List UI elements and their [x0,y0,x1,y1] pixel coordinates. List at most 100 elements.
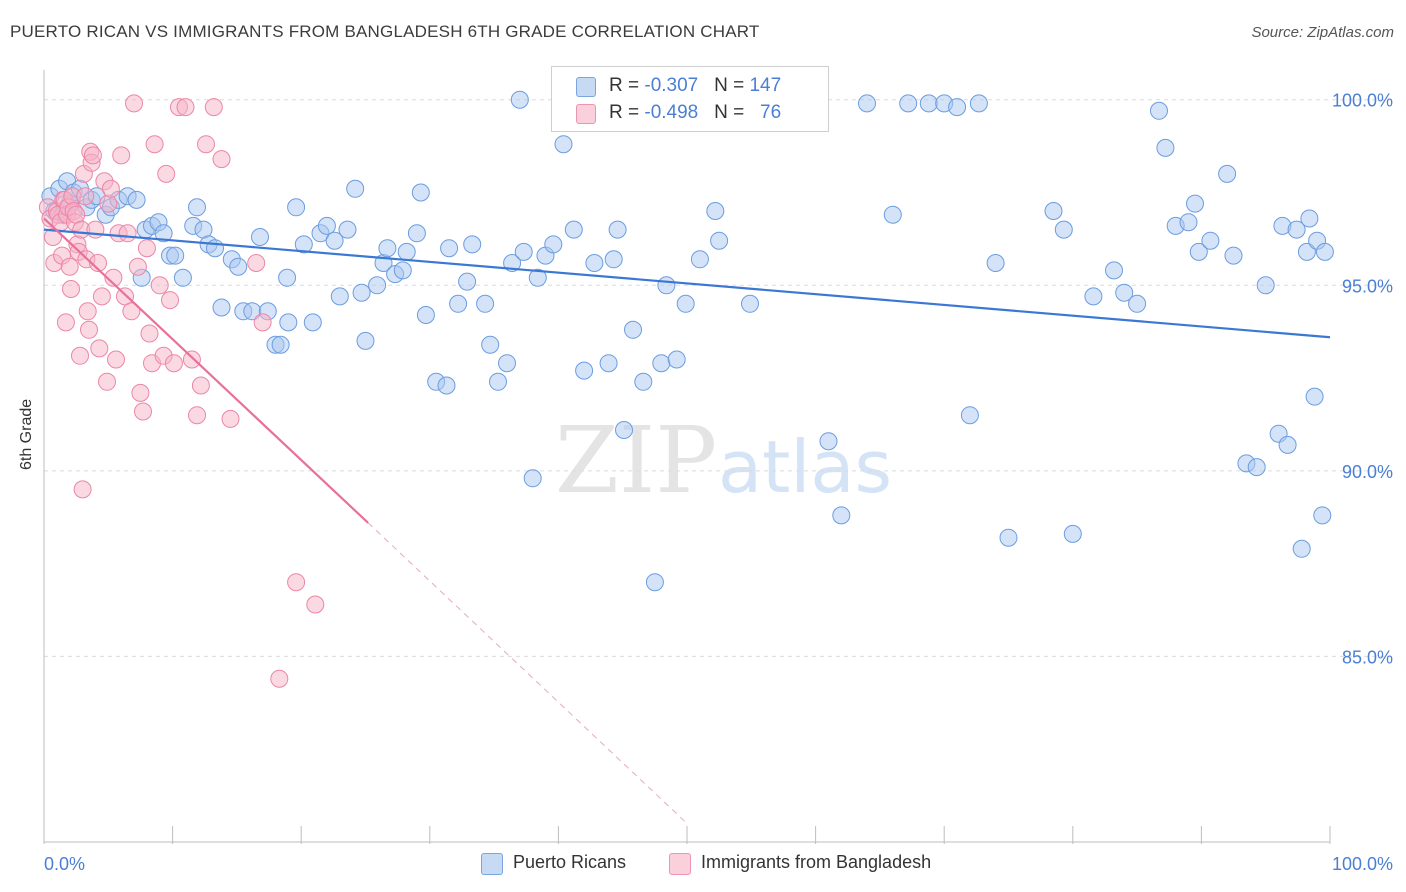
data-point [317,216,336,235]
data-point [176,98,195,117]
data-point [1305,387,1324,406]
data-point [819,432,838,451]
data-point [71,346,89,365]
y-tick-label: 100.0% [1332,91,1393,111]
data-point [287,198,306,217]
n-value: 147 [749,75,782,96]
data-point [118,224,137,243]
x-tick-label: 0.0% [44,854,85,874]
legend-swatch-blue [576,77,596,97]
bottom-legend-puerto-ricans: Puerto Ricans [481,850,651,878]
data-point [1218,164,1237,183]
data-point [325,231,344,250]
data-point [90,339,109,358]
data-point [212,150,231,169]
r-value: -0.498 [644,102,699,123]
data-point [1256,276,1275,295]
bottom-legend-label: Puerto Ricans [513,852,627,872]
data-point [1189,242,1208,261]
data-point [346,179,365,198]
data-point [411,183,430,202]
data-point [294,235,313,254]
data-point [1054,220,1073,239]
data-point [352,283,371,302]
data-point [645,573,664,592]
data-point [221,409,240,428]
data-point [652,354,671,373]
data-point [657,276,676,295]
bottom-legend-swatch-blue [481,853,503,875]
legend-text: R = -0.498 N = 76 [609,102,781,124]
data-point [397,242,416,261]
data-point [523,469,542,488]
data-point [986,254,1005,272]
source-note: Source: ZipAtlas.com [1251,24,1394,41]
data-point [78,302,97,321]
data-point [1292,539,1311,558]
data-point [251,228,269,246]
data-point [89,254,107,272]
data-point [1287,220,1306,239]
stats-legend: R = -0.307 N = 147 R = -0.498 N = 76 [551,66,829,132]
data-point [1105,261,1123,280]
legend-row-puerto-ricans: R = -0.307 N = 147 [552,74,826,100]
data-point [706,202,725,220]
data-point [437,376,456,395]
data-point [182,350,201,369]
data-point [330,287,349,306]
y-tick-label: 85.0% [1342,647,1393,667]
legend-swatch-pink [576,104,596,124]
data-point [188,406,206,425]
data-point [1156,138,1175,157]
data-point [393,261,412,280]
r-label: R = [609,102,645,123]
data-point [44,228,62,246]
data-point [76,187,95,206]
data-point [164,354,183,373]
data-point [122,302,141,321]
data-point [131,383,150,402]
watermark-zip: ZIP [555,407,717,514]
data-point [1186,194,1204,213]
data-point [440,239,459,258]
data-point [197,135,215,154]
y-tick-label: 90.0% [1342,462,1393,482]
data-point [154,224,173,243]
data-point [157,164,176,183]
data-point [1300,209,1319,228]
data-point [690,250,709,269]
data-point [514,242,533,261]
data-point [247,254,266,272]
data-point [279,313,298,332]
watermark-atlas: atlas [718,425,892,509]
data-point [458,272,477,291]
data-point [356,331,375,350]
data-point [528,268,547,287]
data-point [919,94,938,113]
data-point [62,280,80,298]
n-label: N = [714,75,750,96]
data-point [1297,242,1316,261]
data-point [83,146,102,165]
legend-row-bangladesh: R = -0.498 N = 76 [552,101,826,127]
data-point [101,179,120,198]
data-point [503,254,522,272]
data-point [1224,246,1243,265]
data-point [416,306,435,324]
data-point [476,294,495,313]
data-point [1044,202,1063,220]
data-point [948,98,967,117]
data-point [99,194,118,213]
data-point [378,239,397,258]
data-point [1063,524,1082,543]
data-point [145,135,164,154]
data-point [188,198,206,217]
data-point [489,372,507,391]
trend-line-extension [367,522,688,824]
trend-line [43,228,1331,339]
bottom-legend-swatch-pink [669,853,691,875]
data-point [56,313,75,332]
data-point [104,268,123,287]
data-point [575,361,594,380]
